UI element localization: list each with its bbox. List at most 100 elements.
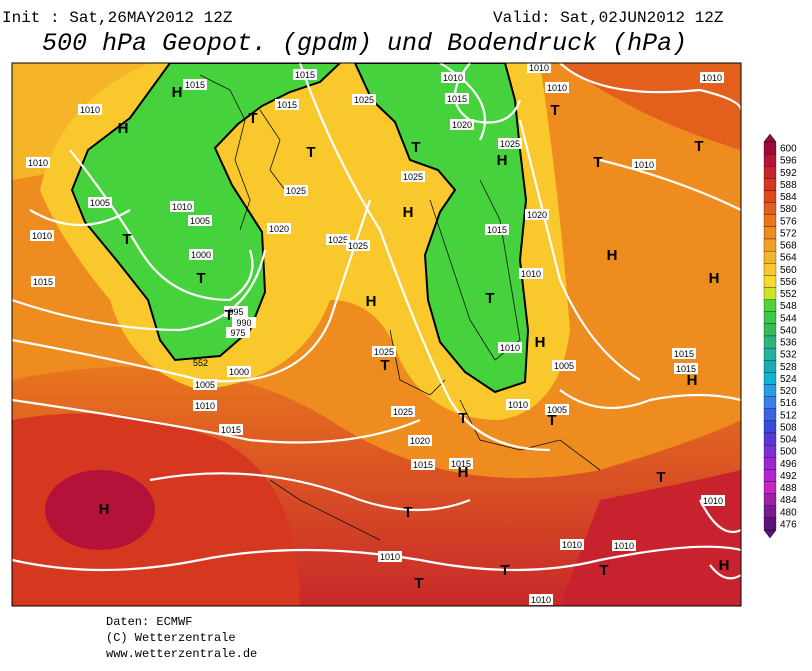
colorbar-label: 508 xyxy=(780,422,797,433)
colorbar-label: 484 xyxy=(780,495,797,506)
colorbar-label: 560 xyxy=(780,265,797,276)
isobar-label: 1010 xyxy=(80,105,100,115)
isobar-label-box xyxy=(450,119,474,130)
colorbar-swatch xyxy=(763,141,777,155)
colorbar-swatch xyxy=(763,432,777,446)
isobar-label-box xyxy=(672,348,696,359)
isobar-label-box xyxy=(411,459,435,470)
colorbar-swatch xyxy=(763,420,777,434)
isobar-label: 1010 xyxy=(614,541,634,551)
isobar-label: 1015 xyxy=(451,459,471,469)
isobar-label: 1005 xyxy=(90,198,110,208)
isobar-label: 1025 xyxy=(354,95,374,105)
isobar-label: 1025 xyxy=(393,407,413,417)
pressure-center: T xyxy=(599,562,608,579)
isobar-label: 1025 xyxy=(328,235,348,245)
isobar-label: 1005 xyxy=(190,216,210,226)
isobar-label: 995 xyxy=(228,307,243,317)
isobar-label-box xyxy=(226,327,250,338)
isobar-label-box xyxy=(372,346,396,357)
isobar-label-box xyxy=(498,342,522,353)
isobar-label-box xyxy=(632,159,656,170)
isobar-label-box xyxy=(275,99,299,110)
isobar-label: 1015 xyxy=(413,460,433,470)
isobar-label-box xyxy=(674,363,698,374)
isobar-label: 1010 xyxy=(32,231,52,241)
isobar-label-box xyxy=(612,540,636,551)
isobar-label: 1025 xyxy=(286,186,306,196)
colorbar-swatch xyxy=(763,517,777,531)
isobar-label-box xyxy=(498,138,522,149)
isobar-label-box xyxy=(170,201,194,212)
isobar-label-box xyxy=(391,406,415,417)
isobar-label-box xyxy=(346,240,370,251)
isobar-label-box xyxy=(529,594,553,605)
pressure-center: H xyxy=(118,120,129,137)
colorbar-swatch xyxy=(763,469,777,482)
colorbar-swatch xyxy=(763,457,777,470)
pressure-center: T xyxy=(306,144,315,161)
isobar-label: 1010 xyxy=(547,83,567,93)
isobar-label-box xyxy=(326,234,350,245)
pressure-center: T xyxy=(550,102,559,119)
isobar-label-box xyxy=(401,171,425,182)
isobar-label-box xyxy=(26,157,50,168)
isobar-label-box xyxy=(224,306,248,317)
colorbar-swatch xyxy=(763,299,777,312)
colorbar-swatch xyxy=(763,360,777,373)
colorbar-swatch xyxy=(763,347,777,361)
isobar-label: 1015 xyxy=(487,225,507,235)
colorbar-swatch xyxy=(763,505,777,519)
colorbar-cap xyxy=(763,133,777,143)
isobar-label-box xyxy=(188,215,212,226)
isobar-label-box xyxy=(30,230,54,241)
colorbar-label: 540 xyxy=(780,325,797,336)
isobar-label: 1015 xyxy=(295,70,315,80)
isobar-label-box xyxy=(284,185,308,196)
colorbar-swatch xyxy=(763,481,777,494)
pressure-center: T xyxy=(694,138,703,155)
colorbar-label: 500 xyxy=(780,447,797,458)
isobar-label-box xyxy=(227,366,251,377)
isobar-label: 1015 xyxy=(185,80,205,90)
colorbar-label: 568 xyxy=(780,241,797,252)
isobar-label: 1010 xyxy=(702,73,722,83)
colorbar-label: 532 xyxy=(780,350,797,361)
isobar-label-box xyxy=(506,399,530,410)
colorbar-label: 576 xyxy=(780,216,797,227)
pressure-center: H xyxy=(687,372,698,389)
colorbar-swatch xyxy=(763,408,777,422)
pressure-center: T xyxy=(224,307,233,324)
isobar-label: 1010 xyxy=(703,496,723,506)
pressure-center: H xyxy=(172,84,183,101)
pressure-center: H xyxy=(607,247,618,264)
isobar-label-box xyxy=(183,79,207,90)
map-title: 500 hPa Geopot. (gpdm) und Bodendruck (h… xyxy=(42,29,687,58)
pressure-center: H xyxy=(709,270,720,287)
colorbar-swatch xyxy=(763,153,777,167)
pressure-center: T xyxy=(485,290,494,307)
isobar-label: 1010 xyxy=(529,63,549,73)
colorbar-swatch xyxy=(763,202,777,215)
isobar-label: 1000 xyxy=(191,250,211,260)
colorbar-label: 516 xyxy=(780,398,797,409)
isobar-label-box xyxy=(408,435,432,446)
pressure-center: T xyxy=(656,469,665,486)
isobar-label: 1005 xyxy=(554,361,574,371)
colorbar-label: 588 xyxy=(780,180,797,191)
isobar-label: 1025 xyxy=(374,347,394,357)
colorbar-swatch xyxy=(763,190,777,203)
pressure-center: H xyxy=(403,204,414,221)
isobar-label-box xyxy=(525,209,549,220)
colorbar-swatch xyxy=(763,335,777,349)
isobar-label-box xyxy=(88,197,112,208)
isobar-label: 1010 xyxy=(195,401,215,411)
isobar-label: 1015 xyxy=(33,277,53,287)
map-area: 1010 1015 1015 1015 1025 1010 1015 1020 1025 1010… xyxy=(12,63,741,606)
data-source: Daten: ECMWF xyxy=(106,615,192,629)
colorbar-label: 480 xyxy=(780,507,797,518)
colorbar-label: 536 xyxy=(780,338,797,349)
isobar-label: 1015 xyxy=(221,425,241,435)
pressure-center: T xyxy=(500,562,509,579)
colorbar-label: 556 xyxy=(780,277,797,288)
